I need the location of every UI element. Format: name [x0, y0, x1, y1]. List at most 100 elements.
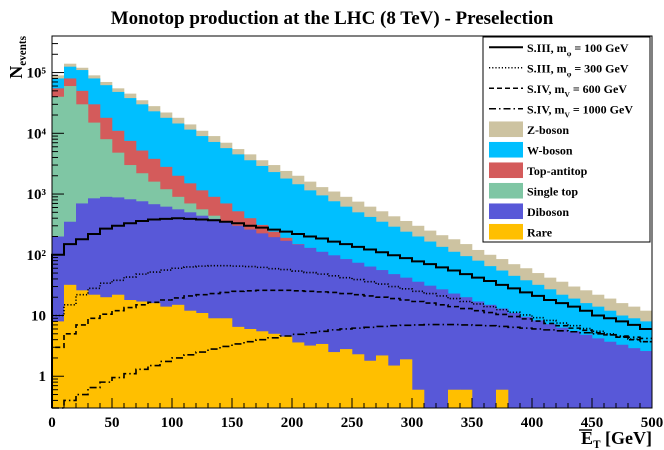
bar	[604, 341, 617, 408]
x-tick-label: 150	[221, 415, 244, 431]
x-tick-label: 200	[281, 415, 304, 431]
bar	[100, 297, 113, 408]
bar	[196, 312, 209, 408]
bar	[544, 324, 557, 408]
bar	[64, 284, 77, 408]
bar	[304, 345, 317, 408]
bar	[172, 304, 185, 408]
legend-label: Diboson	[527, 205, 569, 219]
chart-title: Monotop production at the LHC (8 TeV) - …	[111, 8, 554, 29]
bar	[532, 320, 545, 408]
x-axis-label: ET [GeV]	[581, 428, 652, 450]
legend-label: W-boson	[527, 143, 573, 157]
x-tick-label: 250	[341, 415, 364, 431]
bar	[472, 301, 485, 408]
bar	[340, 349, 353, 408]
legend-label: S.III, mφ = 300 GeV	[527, 61, 629, 78]
signal-line	[51, 289, 652, 408]
bar	[208, 318, 221, 408]
bar	[556, 327, 569, 408]
x-tick-label: 300	[401, 415, 424, 431]
bar	[136, 301, 149, 408]
bar	[376, 355, 389, 408]
x-tick-label: 400	[521, 415, 544, 431]
bar	[616, 344, 629, 408]
bar	[412, 389, 425, 408]
bar	[568, 331, 581, 408]
y-tick-label: 10²	[27, 248, 47, 264]
y-tick-label: 10⁵	[27, 66, 47, 82]
bar	[352, 354, 365, 408]
signal-line	[51, 264, 652, 408]
x-tick-label: 100	[161, 415, 184, 431]
bar	[160, 306, 173, 408]
legend-color-swatch	[489, 182, 523, 199]
y-axis-label: Nevents	[6, 35, 29, 78]
bar	[592, 338, 605, 408]
legend-label: Single top	[527, 184, 578, 198]
x-tick-label: 350	[461, 415, 484, 431]
bar	[184, 310, 197, 408]
legend-label: S.III, mφ = 100 GeV	[527, 41, 629, 58]
bar	[328, 352, 341, 408]
bar	[400, 359, 413, 408]
bar	[244, 328, 257, 408]
x-tick-label: 500	[641, 415, 664, 431]
bar	[412, 281, 425, 408]
legend: S.III, mφ = 100 GeV S.III, mφ = 300 GeV S.…	[482, 36, 651, 243]
bar	[460, 389, 473, 408]
y-tick-label: 10³	[27, 187, 47, 203]
legend-color-swatch	[489, 223, 523, 240]
axes: 0 50 100 150 200 250 300 350 400 450 500 1 10 10² 10³ 1…	[6, 35, 663, 450]
bar	[424, 285, 437, 408]
y-tick-label: 10	[31, 309, 46, 325]
legend-label: S.IV, mV = 600 GeV	[527, 82, 627, 99]
bar	[292, 342, 305, 408]
bar	[496, 389, 509, 408]
bar	[628, 348, 641, 408]
bar	[268, 333, 281, 408]
bar	[124, 300, 137, 408]
bar	[280, 336, 293, 408]
signal-lines	[51, 217, 652, 409]
bar	[232, 326, 245, 408]
signal-line	[51, 217, 652, 408]
bar	[112, 294, 125, 408]
signal-line	[52, 323, 652, 409]
bar	[256, 331, 269, 408]
y-tick-label: 10⁴	[27, 126, 47, 142]
stacked-bars	[52, 63, 653, 409]
legend-label: S.IV, mV = 1000 GeV	[527, 102, 633, 119]
bar	[448, 293, 461, 408]
bar	[484, 304, 497, 408]
x-tick-label: 450	[581, 415, 604, 431]
x-tick-label: 50	[105, 415, 120, 431]
bar	[436, 289, 449, 408]
legend-label: Z-boson	[527, 123, 569, 137]
legend-label: Rare	[527, 225, 553, 239]
bar	[580, 334, 593, 408]
bar	[88, 294, 101, 408]
bar	[640, 351, 653, 408]
bar	[76, 290, 89, 408]
bar	[220, 318, 233, 408]
bar	[148, 303, 161, 408]
bar-series-rare	[52, 284, 509, 408]
bar	[496, 308, 509, 408]
bar	[52, 321, 65, 408]
bar	[448, 389, 461, 408]
bar	[520, 316, 533, 408]
legend-label: Top-antitop	[527, 164, 588, 178]
y-tick-label: 1	[39, 369, 47, 385]
legend-color-swatch	[489, 203, 523, 220]
legend-color-swatch	[489, 121, 523, 138]
legend-color-swatch	[489, 162, 523, 179]
bar	[316, 343, 329, 408]
bar	[508, 312, 521, 408]
legend-color-swatch	[489, 141, 523, 158]
bar	[388, 365, 401, 408]
bar	[364, 360, 377, 408]
x-tick-label: 0	[48, 415, 56, 431]
